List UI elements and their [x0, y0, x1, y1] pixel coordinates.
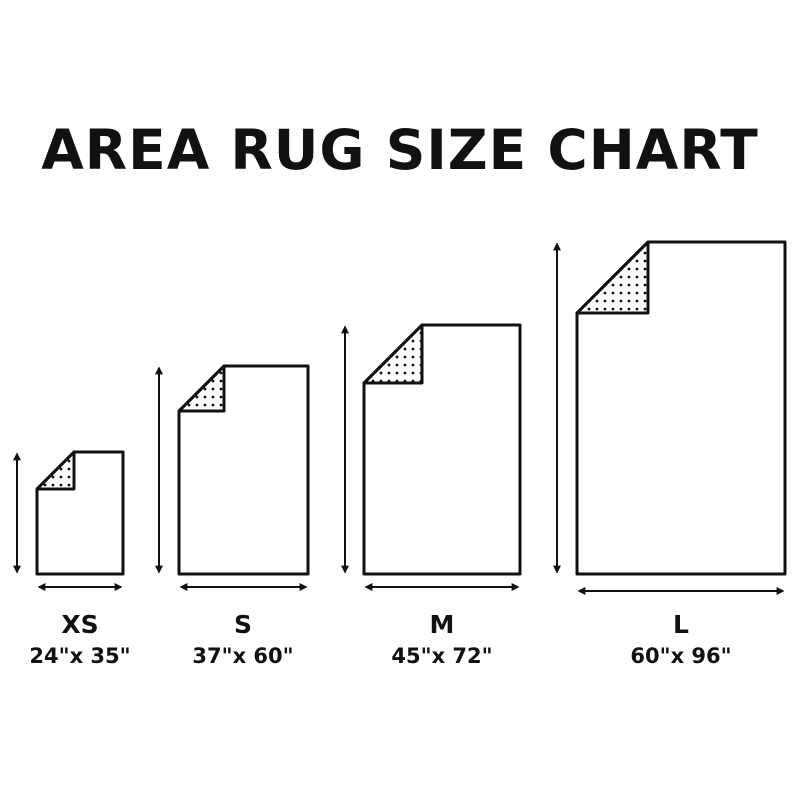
rug-xs-folded-corner	[35, 450, 76, 491]
chart-title: AREA RUG SIZE CHART	[41, 118, 759, 182]
size-name: XS	[61, 610, 99, 639]
rug-s-folded-corner	[177, 364, 226, 413]
rug-s-label: S 37"x 60"	[163, 610, 323, 670]
rug-m-folded-corner	[362, 323, 424, 385]
rug-xs-outline	[35, 450, 125, 576]
size-dimensions: 37"x 60"	[192, 644, 294, 668]
size-name: S	[233, 610, 252, 639]
size-dimensions: 60"x 96"	[630, 644, 732, 668]
rug-l-label: L 60"x 96"	[601, 610, 761, 670]
size-dimensions: 45"x 72"	[391, 644, 493, 668]
rug-m-label: M 45"x 72"	[362, 610, 522, 670]
size-dimensions: 24"x 35"	[29, 644, 131, 668]
size-name: L	[673, 610, 689, 639]
size-name: M	[429, 610, 455, 639]
rug-xs-label: XS 24"x 35"	[0, 610, 160, 670]
rug-l-folded-corner	[575, 240, 650, 315]
